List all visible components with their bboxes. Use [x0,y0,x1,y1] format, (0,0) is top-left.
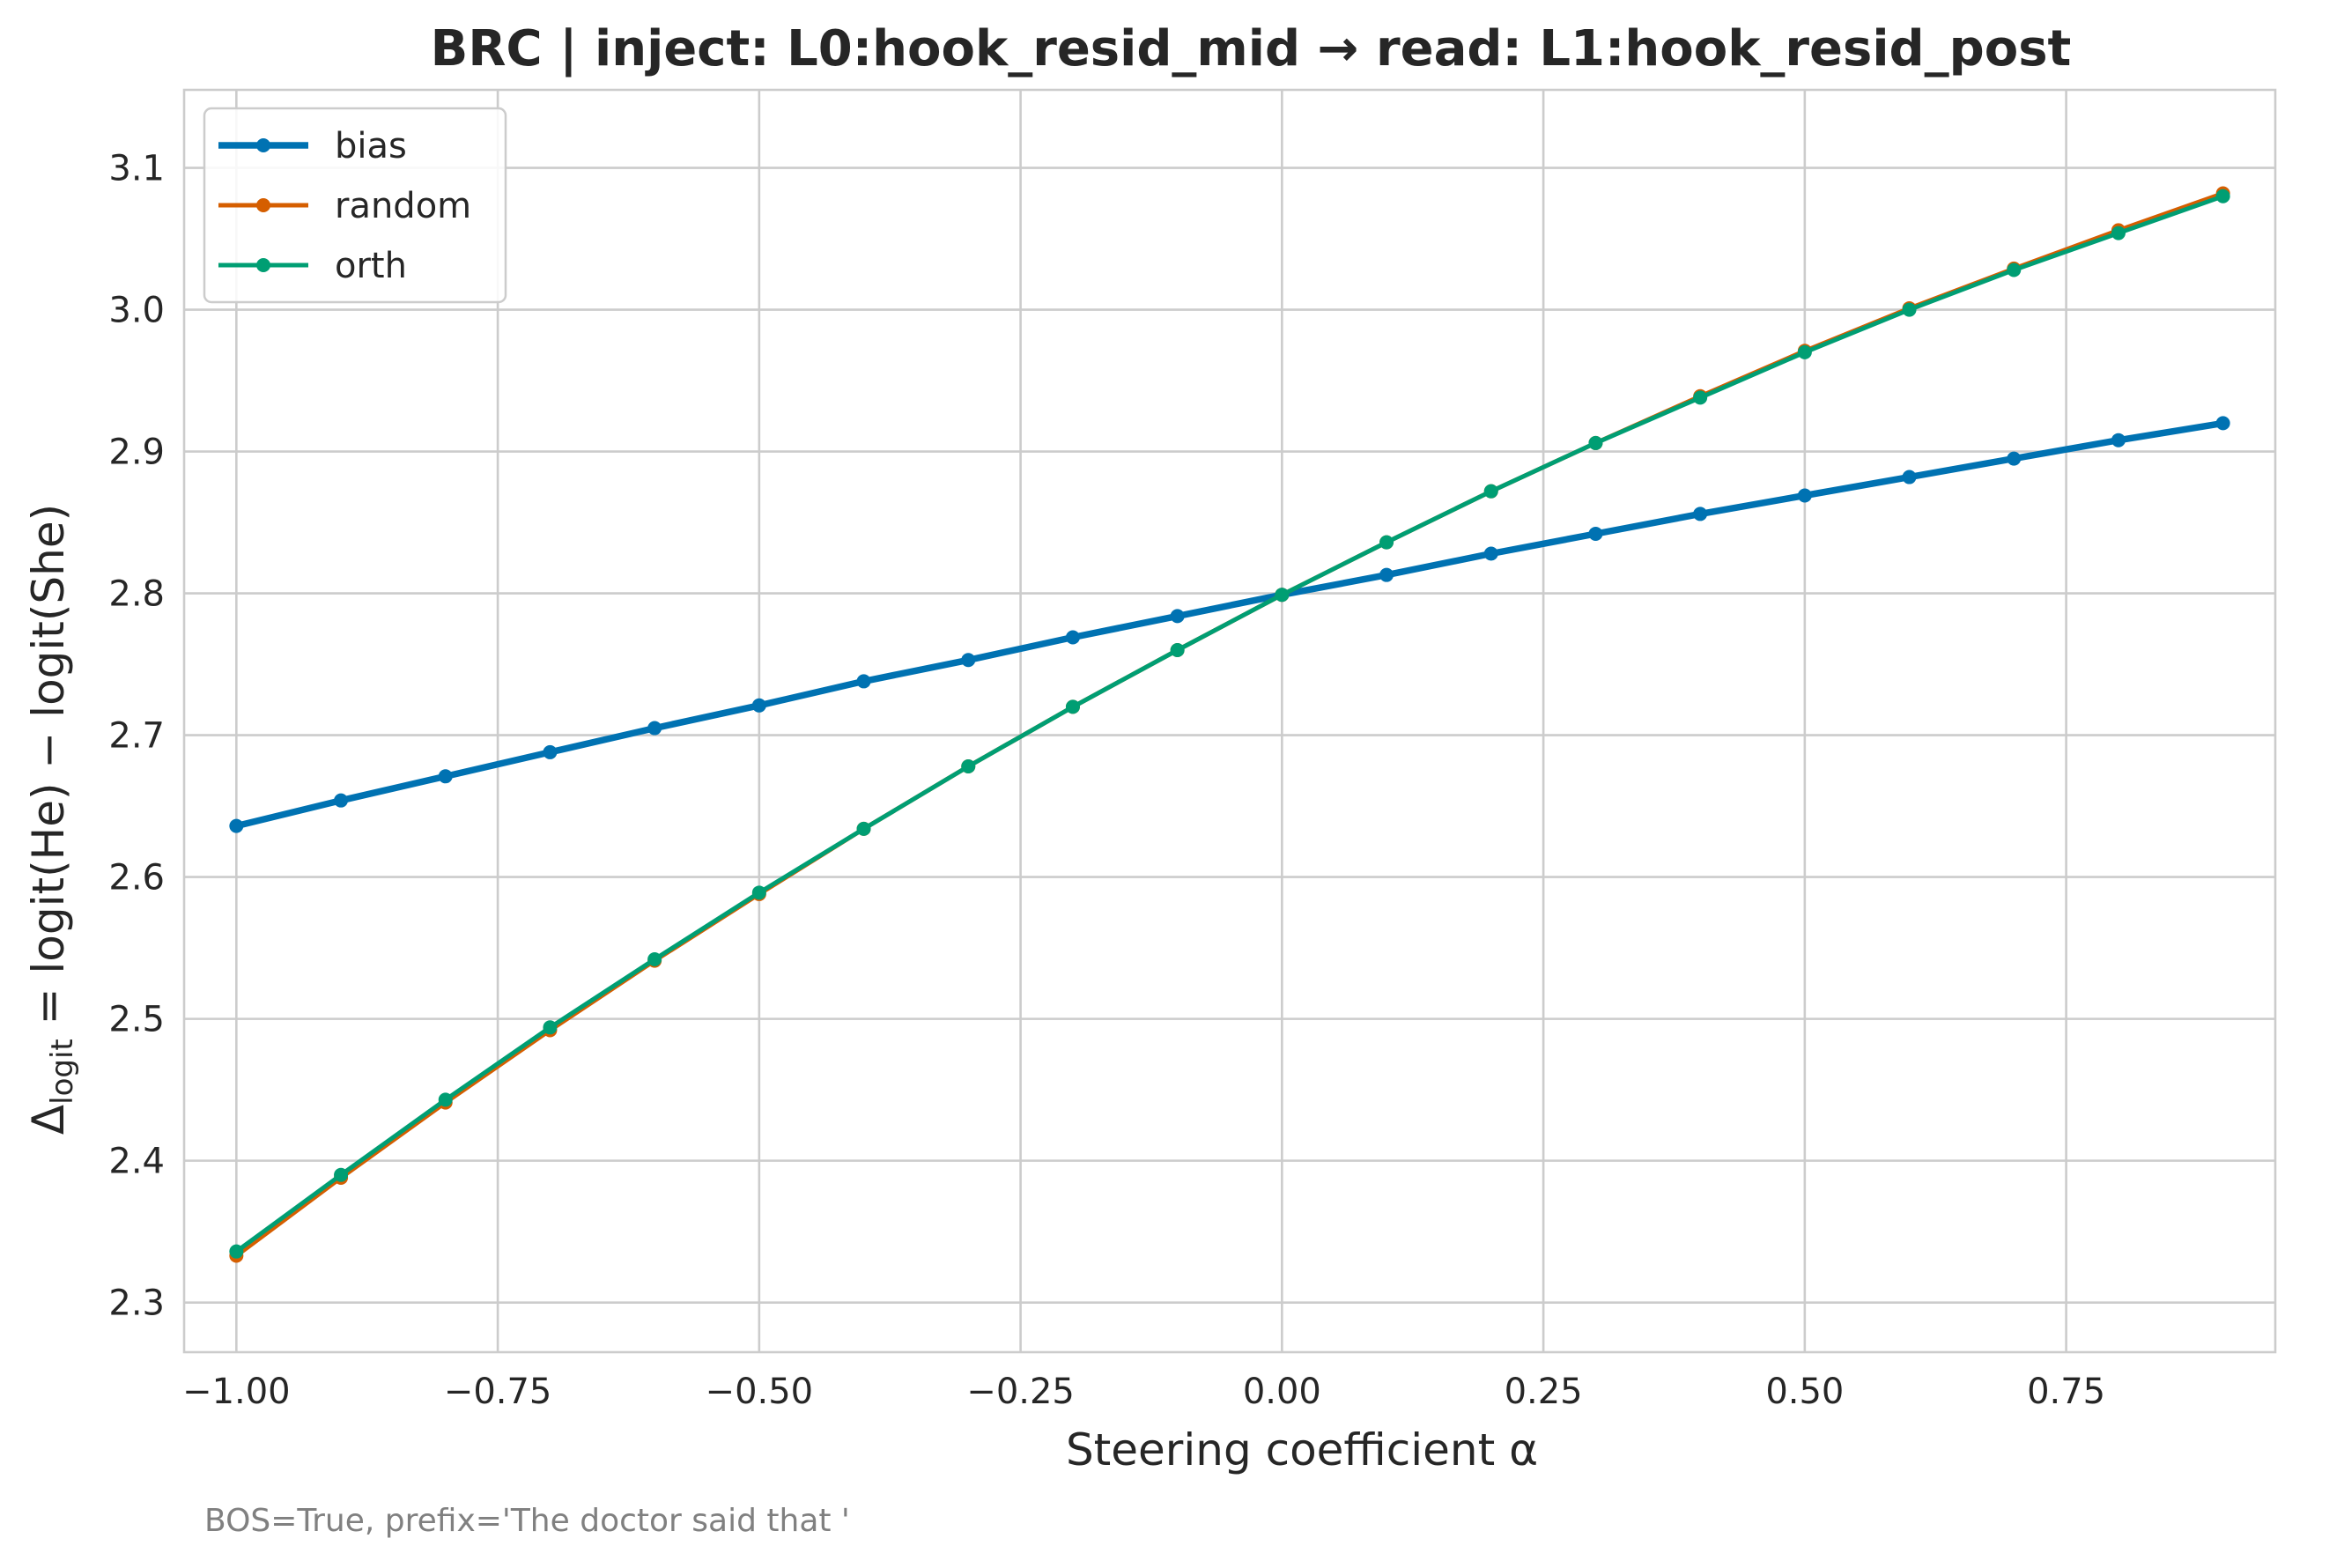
legend-marker [256,138,270,152]
data-point [1588,526,1603,541]
data-point [961,759,976,774]
legend-label: bias [335,126,407,166]
data-point [334,793,349,808]
data-point [438,769,453,784]
plot-frame [182,88,2277,1354]
data-point [856,674,871,689]
data-point [1379,567,1394,582]
data-point [1693,507,1708,521]
data-point [1902,302,1917,317]
data-point [229,818,244,833]
data-point [961,653,976,668]
series-orth [229,189,2230,1259]
y-axis-label-rest: = logit(He) − logit(She) [23,504,74,1039]
y-axis-label-subscript: logit [45,1039,80,1105]
data-point [1797,488,1812,503]
series-bias [229,416,2230,833]
grid [184,90,2275,1352]
x-tick-label: −0.75 [444,1372,552,1412]
data-point [1170,642,1185,657]
y-tick-label: 2.7 [108,716,165,757]
x-tick-label: 0.75 [2027,1372,2105,1412]
data-point [2111,433,2126,447]
tick-labels: −1.00 −0.75 −0.50 −0.25 0.00 0.25 0.50 0.75 2.3 2… [108,149,2105,1412]
x-tick-label: −0.25 [966,1372,1075,1412]
y-tick-label: 3.0 [108,291,165,331]
y-tick-label: 2.9 [108,433,165,473]
chart-title: BRC | inject: L0:hook_resid_mid → read: … [431,20,2072,78]
data-point [2215,416,2230,431]
x-tick-label: −1.00 [182,1372,291,1412]
data-point [1065,630,1080,645]
data-point [2111,226,2126,240]
data-point [2007,451,2022,466]
y-tick-label: 2.6 [108,858,165,899]
data-point [1275,588,1290,603]
legend-label: random [335,186,471,226]
x-axis-label: Steering coefficient α [1066,1424,1538,1476]
x-tick-label: −0.50 [706,1372,814,1412]
y-tick-label: 2.8 [108,574,165,615]
data-point [334,1167,349,1182]
data-point [2007,263,2022,277]
legend: bias random orth [203,107,507,304]
data-point [438,1092,453,1107]
legend-item-random: random [218,186,471,226]
data-point [2215,189,2230,203]
data-point [1170,609,1185,624]
data-point [647,721,662,736]
series [229,186,2230,1263]
series-line-orth [233,194,2226,1254]
data-point [856,821,871,836]
y-axis-label-delta: Δ [23,1105,74,1135]
y-tick-label: 2.4 [108,1142,165,1182]
legend-item-orth: orth [218,246,407,286]
legend-marker [256,258,270,272]
data-point [751,698,766,713]
x-tick-label: 0.25 [1505,1372,1583,1412]
legend-box [203,107,507,304]
data-point [647,951,662,966]
legend-label: orth [335,246,407,286]
y-tick-label: 3.1 [108,149,165,189]
data-point [1693,390,1708,405]
data-point [751,885,766,900]
data-point [1379,535,1394,550]
y-tick-label: 2.3 [108,1283,165,1324]
data-point [229,1244,244,1259]
legend-item-bias: bias [218,126,407,166]
series-line-bias [233,419,2227,830]
data-point [1483,484,1498,499]
data-point [543,744,558,759]
data-point [1902,470,1917,484]
x-tick-label: 0.00 [1243,1372,1321,1412]
x-tick-label: 0.50 [1765,1372,1844,1412]
data-point [1588,435,1603,450]
y-axis-label: Δlogit = logit(He) − logit(She) [23,504,80,1135]
data-point [1065,699,1080,714]
data-point [543,1020,558,1035]
footnote: BOS=True, prefix='The doctor said that ' [204,1503,850,1539]
y-tick-label: 2.5 [108,1000,165,1040]
data-point [1797,344,1812,359]
legend-marker [256,198,270,212]
data-point [1483,546,1498,561]
